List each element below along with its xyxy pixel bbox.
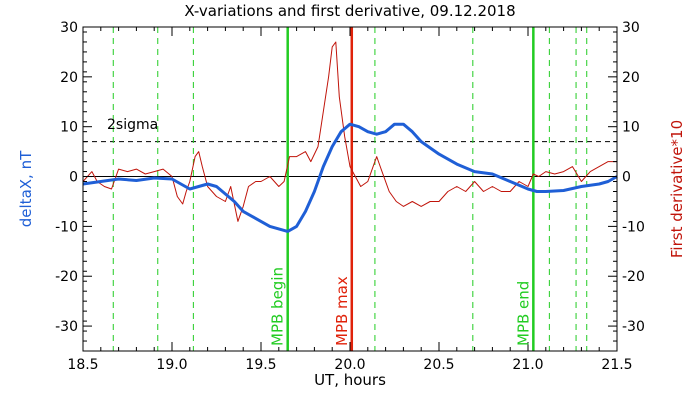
derivative-series-line [83,42,617,221]
left-y-tick-label: 0 [69,170,78,186]
sigma-label: 2sigma [107,117,158,133]
right-y-tick-labels: 30 20 10 0 -10 -20 -30 [622,20,645,335]
x-tick-label: 20.5 [423,357,454,373]
left-y-tick-label: 10 [60,120,78,136]
left-y-tick-label: -20 [55,269,78,285]
left-y-axis-title: deltaX, nT [17,150,35,227]
left-y-tick-label: -10 [55,219,78,235]
series-layer [83,42,617,231]
x-tick-label: 21.5 [601,357,632,373]
right-y-tick-label: 0 [622,170,631,186]
right-y-tick-label: -10 [622,219,645,235]
right-y-tick-label: 10 [622,120,640,136]
x-tick-label: 19.5 [245,357,276,373]
left-y-tick-label: 30 [60,20,78,36]
x-tick-label: 21.0 [512,357,543,373]
x-tick-label: 18.5 [67,357,98,373]
x-tick-label: 19.0 [156,357,187,373]
right-y-tick-label: -20 [622,269,645,285]
left-y-tick-label: 20 [60,70,78,86]
event-label: MPB max [333,276,351,346]
right-y-tick-label: -30 [622,319,645,335]
event-labels: MPB begin MPB max MPB end [269,267,533,346]
event-label: MPB end [514,281,532,346]
right-y-tick-label: 20 [622,70,640,86]
chart-title: X-variations and first derivative, 09.12… [184,2,515,20]
x-axis-title: UT, hours [314,371,386,389]
deltax-series-line [83,124,617,231]
left-y-tick-labels: 30 20 10 0 -10 -20 -30 [55,20,78,335]
left-y-tick-label: -30 [55,319,78,335]
chart-svg: X-variations and first derivative, 09.12… [0,0,700,400]
right-y-tick-label: 30 [622,20,640,36]
right-y-axis-title: First derivative*10 [668,120,686,258]
event-label: MPB begin [269,267,287,346]
